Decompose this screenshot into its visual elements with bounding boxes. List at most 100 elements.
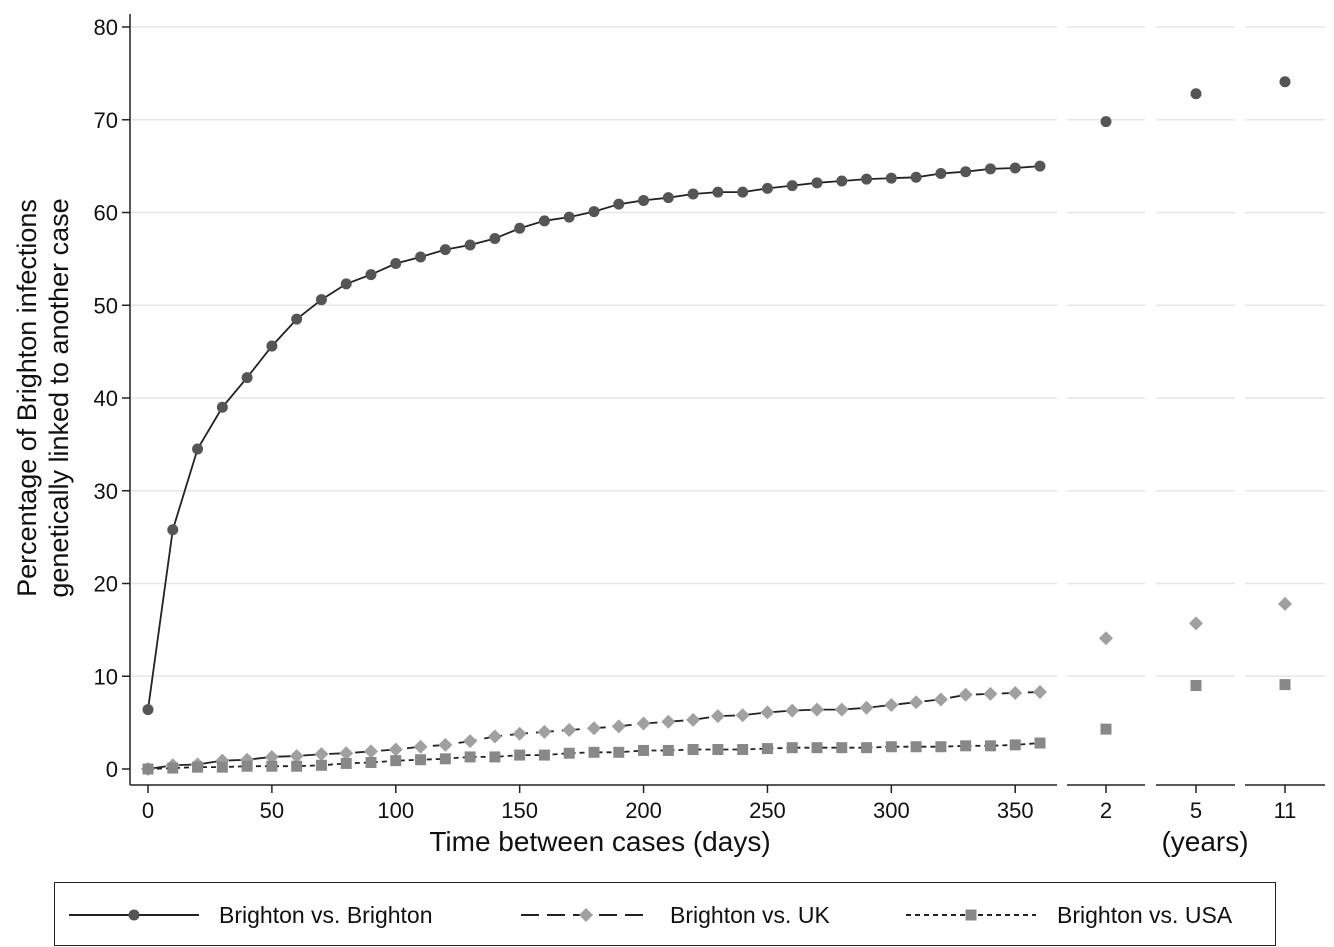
data-point-series-1 (563, 211, 575, 223)
data-point-series-3 (365, 757, 377, 769)
year-point-series-2 (1278, 596, 1292, 611)
data-point-series-3 (439, 753, 451, 765)
data-point-series-2 (859, 700, 874, 715)
year-tick-label: 11 (1274, 798, 1297, 823)
data-point-series-3 (241, 760, 253, 772)
data-point-series-3 (662, 744, 674, 756)
y-tick-label: 50 (94, 293, 118, 318)
data-point-series-1 (390, 258, 402, 270)
year-point-series-3 (1100, 723, 1112, 735)
data-point-series-3 (960, 740, 972, 752)
data-point-series-2 (487, 729, 502, 744)
data-point-series-3 (836, 742, 848, 754)
data-point-series-3 (1009, 739, 1021, 751)
data-point-series-1 (984, 163, 996, 175)
data-point-series-3 (415, 754, 427, 766)
data-point-series-3 (935, 741, 947, 753)
y-tick-label: 0 (106, 757, 118, 782)
x-tick-label: 250 (749, 798, 786, 823)
data-point-series-2 (289, 749, 304, 764)
x-tick-label: 350 (997, 798, 1034, 823)
data-point-series-1 (142, 704, 154, 716)
data-point-series-1 (216, 401, 228, 413)
data-point-series-1 (613, 198, 625, 210)
series-marks (141, 76, 1292, 776)
data-point-series-1 (1009, 162, 1021, 174)
data-point-series-1 (910, 171, 922, 183)
data-point-series-1 (340, 278, 352, 290)
data-point-series-2 (735, 708, 750, 723)
legend-label-2: Brighton vs. UK (670, 902, 830, 928)
data-point-series-1 (315, 294, 327, 306)
year-point-series-2 (1099, 631, 1113, 646)
data-point-series-1 (786, 180, 798, 192)
data-point-series-3 (811, 742, 823, 754)
data-point-series-3 (910, 741, 922, 753)
data-point-series-2 (661, 714, 676, 729)
legend-marker-1 (128, 909, 140, 921)
year-tick-label: 5 (1190, 798, 1202, 823)
data-point-series-3 (786, 742, 798, 754)
data-point-series-2 (463, 734, 478, 749)
data-point-series-2 (388, 742, 403, 757)
data-point-series-2 (611, 719, 626, 734)
data-point-series-2 (710, 709, 725, 724)
data-point-series-1 (861, 173, 873, 185)
data-point-series-1 (489, 232, 501, 244)
y-tick-label: 70 (94, 108, 118, 133)
data-point-series-3 (192, 761, 204, 773)
year-tick-label: 2 (1100, 798, 1112, 823)
data-point-series-1 (960, 166, 972, 178)
series-line-1 (147, 165, 1041, 710)
data-point-series-1 (712, 186, 724, 198)
data-point-series-3 (737, 744, 749, 756)
data-point-series-1 (538, 215, 550, 227)
y-tick-label: 30 (94, 479, 118, 504)
data-point-series-1 (662, 192, 674, 204)
data-point-series-1 (836, 175, 848, 187)
data-point-series-1 (266, 340, 278, 352)
data-point-series-1 (687, 188, 699, 200)
data-point-series-3 (167, 762, 179, 774)
legend-label-1: Brighton vs. Brighton (219, 902, 433, 928)
y-tick-label: 60 (94, 201, 118, 226)
data-point-series-1 (241, 372, 253, 384)
data-point-series-3 (216, 761, 228, 773)
y-tick-label: 20 (94, 572, 118, 597)
data-point-series-1 (737, 186, 749, 198)
data-point-series-2 (339, 746, 354, 761)
data-point-series-3 (291, 760, 303, 772)
data-point-series-1 (811, 177, 823, 189)
data-point-series-2 (785, 703, 800, 718)
x-tick-label: 150 (501, 798, 538, 823)
data-point-series-1 (588, 206, 600, 218)
y-axis-title-line1: Percentage of Brighton infections (12, 199, 42, 597)
data-point-series-3 (563, 747, 575, 759)
legend-label-3: Brighton vs. USA (1057, 902, 1233, 928)
y-tick-label: 10 (94, 664, 118, 689)
data-point-series-2 (933, 692, 948, 707)
axes: 0 10 20 30 40 50 60 70 80 0 50 100 150 200 250 300 350 2 5… (94, 14, 1325, 823)
data-point-series-3 (638, 744, 650, 756)
legend-marker-2 (579, 908, 593, 922)
data-point-series-1 (464, 239, 476, 251)
y-axis-title-line2: genetically linked to another case (44, 198, 74, 597)
x-tick-label: 100 (377, 798, 414, 823)
data-point-series-2 (958, 687, 973, 702)
data-point-series-2 (364, 744, 378, 759)
data-point-series-1 (935, 168, 947, 180)
data-point-series-3 (861, 742, 873, 754)
year-point-series-1 (1190, 88, 1202, 100)
data-point-series-1 (192, 443, 204, 455)
data-point-series-2 (909, 695, 924, 710)
data-point-series-2 (1033, 685, 1047, 700)
data-point-series-1 (885, 172, 897, 184)
data-point-series-2 (413, 739, 428, 754)
data-point-series-2 (438, 737, 453, 752)
data-point-series-1 (439, 244, 451, 256)
data-point-series-2 (512, 726, 527, 741)
data-point-series-1 (415, 251, 427, 263)
years-axis-title: (years) (1161, 826, 1248, 857)
data-point-series-3 (340, 757, 352, 769)
